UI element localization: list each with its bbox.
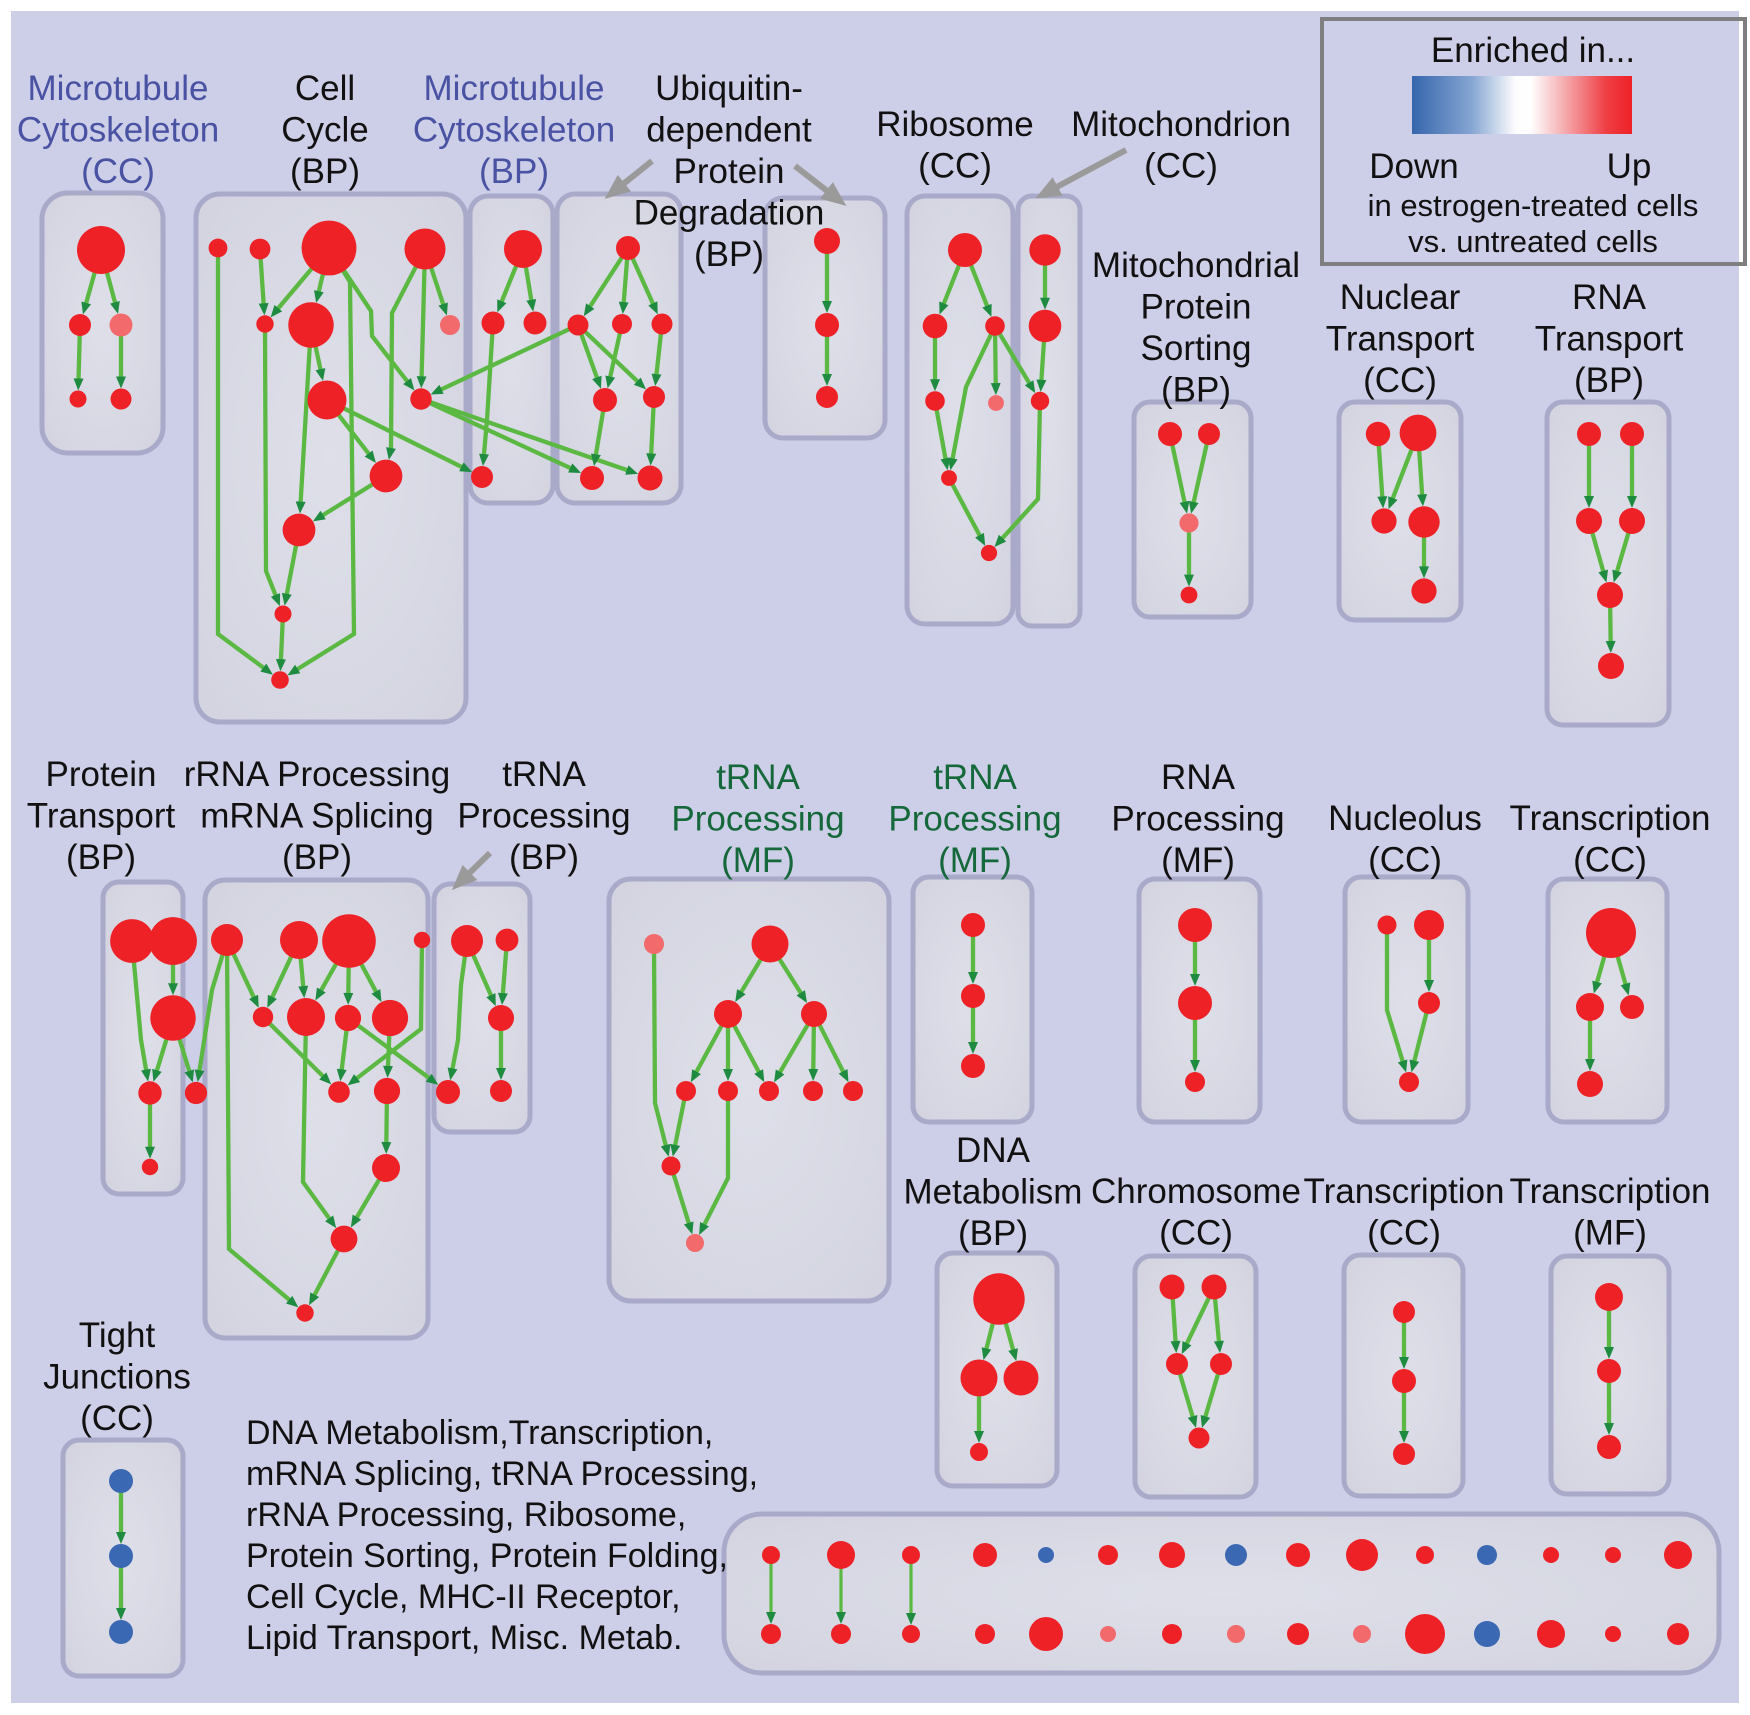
- svg-text:Mitochondrion(CC): Mitochondrion (CC): [1071, 105, 1291, 186]
- svg-text:Enriched in...: Enriched in...: [1431, 31, 1635, 70]
- svg-text:Up: Up: [1607, 147, 1652, 186]
- svg-text:Chromosome(CC): Chromosome (CC): [1091, 1172, 1301, 1253]
- svg-text:Transcription(MF): Transcription (MF): [1510, 1172, 1711, 1253]
- svg-text:Transcription(CC): Transcription (CC): [1510, 799, 1711, 880]
- svg-text:Ribosome(CC): Ribosome (CC): [876, 105, 1034, 186]
- svg-text:vs. untreated cells: vs. untreated cells: [1408, 224, 1658, 259]
- svg-text:Nucleolus(CC): Nucleolus (CC): [1328, 799, 1482, 880]
- svg-text:DNA Metabolism,Transcription,m: DNA Metabolism,Transcription, mRNA Splici…: [246, 1414, 758, 1657]
- svg-text:Transcription(CC): Transcription (CC): [1304, 1172, 1505, 1253]
- svg-text:Down: Down: [1369, 147, 1458, 186]
- svg-text:in estrogen-treated cells: in estrogen-treated cells: [1368, 188, 1699, 223]
